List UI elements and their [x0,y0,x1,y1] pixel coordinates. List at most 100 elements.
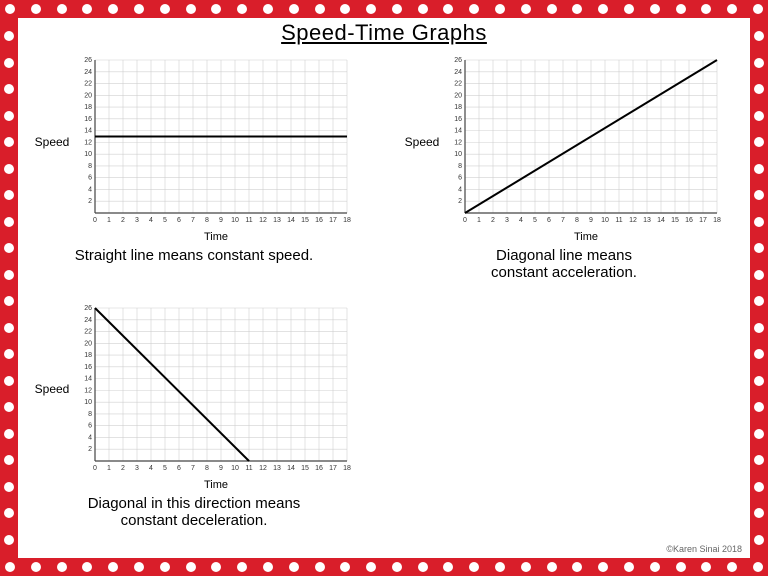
svg-text:12: 12 [259,217,267,224]
svg-text:10: 10 [601,217,609,224]
svg-text:6: 6 [547,217,551,224]
chart-row: Speed01234567891011121314151617182468101… [35,54,354,229]
x-axis-label: Time [76,231,356,243]
chart-svg: 0123456789101112131415161718246810121416… [73,54,353,229]
svg-text:0: 0 [93,217,97,224]
page-title: Speed-Time Graphs [24,20,744,46]
svg-text:18: 18 [85,104,93,111]
svg-text:6: 6 [88,175,92,182]
svg-text:24: 24 [455,69,463,76]
svg-text:7: 7 [191,217,195,224]
svg-text:16: 16 [85,116,93,123]
svg-text:22: 22 [85,81,93,88]
svg-text:5: 5 [533,217,537,224]
svg-text:7: 7 [561,217,565,224]
svg-text:24: 24 [85,316,93,323]
svg-text:20: 20 [85,340,93,347]
svg-text:18: 18 [343,217,351,224]
svg-text:16: 16 [85,363,93,370]
svg-text:11: 11 [246,217,253,224]
chart-row: Speed01234567891011121314151617182468101… [35,302,354,477]
svg-text:20: 20 [455,92,463,99]
svg-text:13: 13 [273,465,281,472]
chart-row: Speed01234567891011121314151617182468101… [405,54,724,229]
svg-text:26: 26 [85,305,93,312]
svg-text:5: 5 [163,217,167,224]
svg-text:14: 14 [287,465,295,472]
svg-text:2: 2 [121,465,125,472]
svg-text:13: 13 [273,217,281,224]
svg-text:14: 14 [455,128,463,135]
svg-text:15: 15 [301,465,309,472]
svg-text:18: 18 [713,217,721,224]
svg-text:2: 2 [491,217,495,224]
credit-text: ©Karen Sinai 2018 [666,544,742,554]
svg-text:4: 4 [458,186,462,193]
svg-text:3: 3 [505,217,509,224]
chart-svg: 0123456789101112131415161718246810121416… [73,302,353,477]
svg-text:0: 0 [463,217,467,224]
svg-text:9: 9 [589,217,593,224]
svg-text:3: 3 [135,465,139,472]
svg-text:11: 11 [246,465,253,472]
svg-text:4: 4 [519,217,523,224]
svg-text:10: 10 [231,217,239,224]
svg-text:16: 16 [455,116,463,123]
svg-text:4: 4 [88,434,92,441]
svg-text:12: 12 [629,217,637,224]
y-axis-label: Speed [405,135,440,149]
svg-text:16: 16 [685,217,693,224]
svg-text:18: 18 [455,104,463,111]
svg-text:2: 2 [88,446,92,453]
svg-text:7: 7 [191,465,195,472]
svg-text:20: 20 [85,92,93,99]
chart-block: Speed01234567891011121314151617182468101… [24,302,364,530]
svg-text:9: 9 [219,217,223,224]
svg-text:8: 8 [575,217,579,224]
svg-text:4: 4 [149,217,153,224]
svg-text:17: 17 [329,217,337,224]
content-area: Speed-Time Graphs Speed01234567891011121… [24,20,744,556]
svg-text:6: 6 [88,422,92,429]
svg-text:10: 10 [231,465,239,472]
svg-text:2: 2 [121,217,125,224]
svg-text:11: 11 [616,217,623,224]
svg-text:6: 6 [458,175,462,182]
svg-text:8: 8 [458,163,462,170]
svg-text:14: 14 [287,217,295,224]
svg-text:4: 4 [149,465,153,472]
svg-text:8: 8 [88,163,92,170]
svg-text:3: 3 [135,217,139,224]
svg-text:12: 12 [85,139,93,146]
svg-text:12: 12 [259,465,267,472]
chart-block: Speed01234567891011121314151617182468101… [24,54,364,282]
svg-text:16: 16 [315,465,323,472]
svg-text:26: 26 [85,57,93,64]
svg-text:12: 12 [455,139,463,146]
chart-block: Speed01234567891011121314151617182468101… [394,54,734,282]
y-axis-label: Speed [35,135,70,149]
chart-caption: Straight line means constant speed. [75,247,313,264]
svg-text:12: 12 [85,387,93,394]
x-axis-label: Time [76,479,356,491]
svg-text:17: 17 [329,465,337,472]
svg-text:22: 22 [455,81,463,88]
svg-text:2: 2 [458,198,462,205]
chart-caption: Diagonal in this direction meansconstant… [88,495,301,530]
svg-text:15: 15 [671,217,679,224]
svg-text:18: 18 [85,352,93,359]
svg-text:10: 10 [455,151,463,158]
svg-text:1: 1 [477,217,481,224]
svg-text:2: 2 [88,198,92,205]
x-axis-label: Time [446,231,726,243]
svg-text:8: 8 [205,465,209,472]
y-axis-label: Speed [35,382,70,396]
svg-text:26: 26 [455,57,463,64]
svg-text:18: 18 [343,465,351,472]
svg-text:22: 22 [85,328,93,335]
svg-text:8: 8 [205,217,209,224]
svg-text:6: 6 [177,217,181,224]
svg-text:13: 13 [643,217,651,224]
svg-text:14: 14 [85,375,93,382]
svg-text:24: 24 [85,69,93,76]
